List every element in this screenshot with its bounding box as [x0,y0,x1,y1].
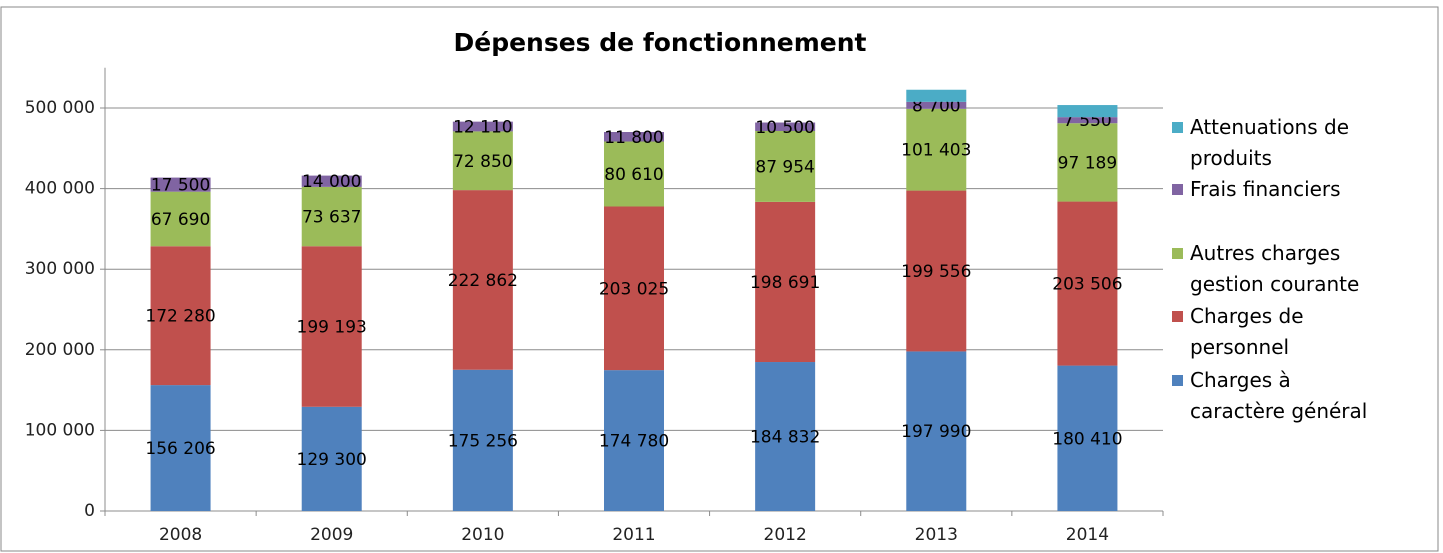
data-label: 198 691 [750,273,820,293]
data-label: 97 189 [1058,153,1117,173]
bar-segment [1057,123,1118,202]
y-tick-label: 300 000 [25,259,95,279]
bar-segment [906,351,967,511]
bar-segment [604,132,664,142]
bar-segment [906,101,967,109]
legend-label: Charges de personnel [1190,304,1304,359]
bar-segment [452,121,513,132]
data-label: 203 506 [1052,275,1122,295]
legend-swatch [1172,122,1183,133]
bar-segment [301,186,362,247]
x-tick-label: 2012 [764,525,807,545]
legend-swatch [1172,184,1183,195]
bar-segment [150,385,211,511]
chart-title: Dépenses de fonctionnement [453,28,866,57]
x-tick-label: 2014 [1066,525,1109,545]
bar-segment [1057,201,1118,366]
y-tick-label: 0 [84,501,95,521]
data-label: 175 256 [448,431,518,451]
data-label: 172 280 [145,307,215,327]
y-tick-label: 200 000 [25,340,95,360]
data-label: 17 500 [151,176,210,196]
data-label: 12 110 [453,118,512,138]
x-tick-label: 2008 [159,525,202,545]
data-label: 11 800 [604,128,663,148]
data-label: 180 410 [1052,429,1122,449]
bar-segment [1057,365,1118,511]
bar-segment [755,122,816,131]
data-label: 73 637 [302,208,361,228]
data-label: 199 193 [297,318,367,338]
data-label: 184 832 [750,428,820,448]
bar-segment [301,175,362,187]
data-label: 10 500 [755,118,814,138]
bar-segment [301,246,362,407]
bar-segment [604,141,664,207]
y-tick-label: 400 000 [25,179,95,199]
legend-label: Charges à caractère général [1190,368,1368,423]
y-tick-label: 100 000 [25,420,95,440]
legend-swatch [1172,248,1183,259]
bar-segment [301,406,362,511]
data-label: 197 990 [901,422,971,442]
bar-segment [604,206,664,371]
data-label: 87 954 [755,157,814,177]
bar-segment [150,191,211,247]
data-label: 156 206 [145,439,215,459]
data-label: 129 300 [297,450,367,470]
x-tick-label: 2009 [310,525,353,545]
frame [0,6,1439,552]
bar-segment [1057,117,1118,124]
bar-segment [906,108,967,191]
legend-label: Frais financiers [1190,177,1341,201]
data-label: 101 403 [901,141,971,161]
bar-segment [906,89,967,102]
x-tick-label: 2011 [612,525,655,545]
data-label: 222 862 [448,271,518,291]
data-label: 174 780 [599,432,669,452]
legend-swatch [1172,375,1183,386]
data-label: 67 690 [151,210,210,230]
legend-label: Autres charges gestion courante [1190,241,1360,296]
bar-segment [906,190,967,352]
bar-segment [755,130,816,202]
legend-swatch [1172,311,1183,322]
bar-segment [452,131,513,191]
bar-segment [150,177,211,192]
x-tick-label: 2013 [915,525,958,545]
legend-label: Attenuations de produits [1190,115,1350,170]
x-tick-label: 2010 [461,525,504,545]
y-tick-label: 500 000 [25,98,95,118]
bar-segment [604,370,664,511]
bar-segment [1057,105,1118,118]
data-label: 14 000 [302,172,361,192]
data-label: 199 556 [901,262,971,282]
bar-segment [452,369,513,511]
bar-segment [755,362,816,511]
data-label: 203 025 [599,279,669,299]
bar-segment [452,190,513,370]
data-label: 80 610 [604,165,663,185]
bar-segment [150,246,211,386]
bar-segment [755,201,816,363]
data-label: 72 850 [453,152,512,172]
